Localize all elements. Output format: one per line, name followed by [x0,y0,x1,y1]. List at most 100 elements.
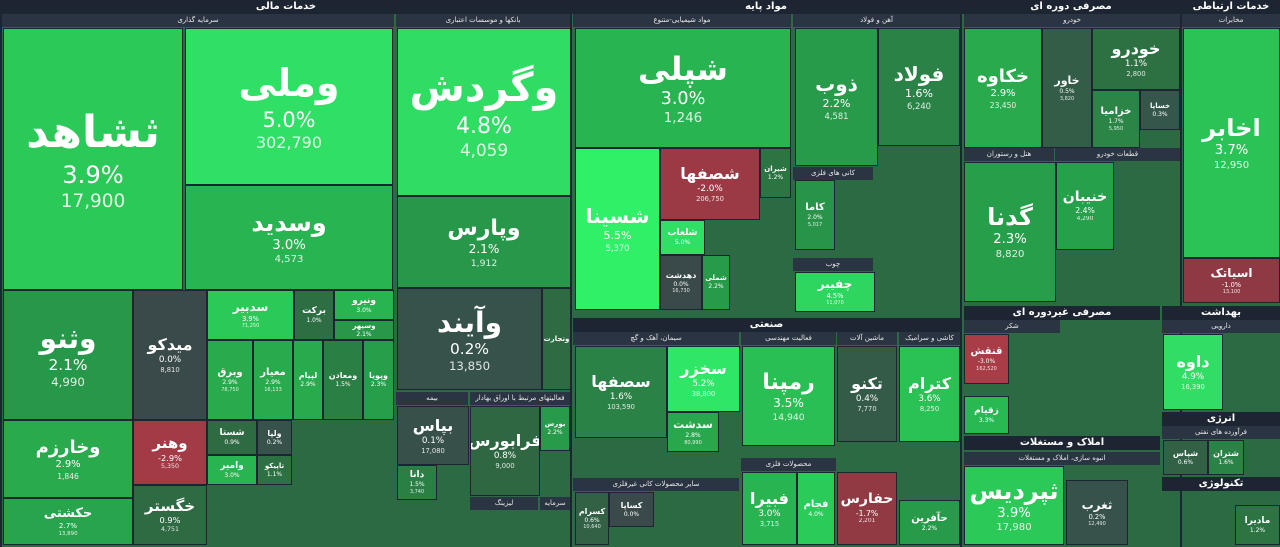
stock-tile: کترام 3.6% 8,250 [899,346,960,442]
stock-name: رمپنا [762,369,815,395]
stock-tile: خساپا 0.3% [1140,90,1180,130]
change-percent: 0.2% [266,438,283,446]
last-price: 302,790 [256,133,322,153]
change-percent: 5.5% [603,229,632,243]
change-percent: -2.0% [697,184,723,195]
last-price: 12,950 [1213,159,1250,171]
group-header: هتل و رستوران [964,148,1054,161]
change-percent: 2.9% [222,379,238,387]
stock-name: سدشت [673,418,713,432]
group-header: بیمه [396,392,468,405]
stock-name: حکشتی [43,505,93,521]
stock-tile: لپیام 2.9% [293,340,323,420]
stock-name: شسینا [585,204,650,229]
change-percent: 0.6% [1177,458,1194,466]
stock-tile: ثپردیس 3.9% 17,980 [964,466,1064,545]
stock-tile: شصفها -2.0% 206,750 [660,148,760,220]
last-price: 12,490 [1088,520,1106,527]
last-price: 16,390 [1181,383,1205,392]
last-price: 17,080 [421,446,445,455]
last-price: 7,770 [857,405,877,414]
last-price: 2,800 [1126,70,1146,79]
change-percent: 3.0% [224,471,240,479]
last-price: 6,240 [907,101,931,112]
stock-tile: شستا 0.9% [207,420,257,455]
change-percent: 2.9% [990,88,1016,100]
stock-tile: حآفرین 2.2% [899,500,960,545]
stock-name: زقیام [974,405,999,416]
stock-name: خکاوه [976,65,1029,87]
change-percent: 3.9% [997,505,1031,521]
stock-tile: سصفها 1.6% 103,590 [575,346,667,438]
stock-tile: شسینا 5.5% 5,370 [575,148,660,310]
change-percent: -3.0% [977,358,996,366]
stock-tile: فرابورس 0.8% 9,000 [470,406,540,496]
change-percent: 2.1% [468,242,500,257]
stock-tile: ذوب 2.2% 4,581 [795,28,878,166]
stock-tile: ثغرب 0.2% 12,490 [1066,480,1128,545]
last-price: 5,350 [160,463,180,471]
group-header: کاشی و سرامیک [899,332,960,345]
change-percent: 2.1% [48,355,88,374]
change-percent: 3.9% [242,315,259,324]
stock-name: خساپا [1149,101,1171,110]
stock-tile: وبرق 2.9% 78,750 [207,340,253,420]
change-percent: 1.5% [409,481,425,489]
stock-name: خگستر [144,496,196,515]
stock-name: وپارس [447,215,521,241]
stock-tile: سدشت 2.8% 80,990 [667,412,719,452]
change-percent: 1.2% [1249,526,1266,534]
stock-name: تکنو [851,374,883,394]
sector-header: صنعتی [573,318,960,332]
change-percent: 0.0% [673,280,689,288]
stock-name: وهنر [152,434,188,453]
group-header: دارویی [1162,320,1280,333]
sector-header: خدمات ارتباطی [1182,0,1280,14]
stock-tile: معیار 2.9% 16,133 [253,340,293,420]
stock-name: وسدید [251,208,327,237]
stock-name: حآفرین [911,512,948,524]
stock-name: شیران [764,164,787,173]
stock-tile: چفیبر 4.5% 11,070 [795,272,875,312]
stock-name: وگردش [409,64,559,111]
group-header: مواد شیمیایی-متنوع [573,14,791,27]
group-header: فعالیتهای مرتبط با اوراق بهادار [470,392,570,405]
change-percent: 1.1% [266,470,283,478]
stock-name: شصفها [680,164,740,184]
stock-tile: بورس 2.2% [540,406,570,451]
stock-tile: تکنو 0.4% 7,770 [837,346,897,442]
change-percent: 2.1% [356,330,372,338]
stock-name: وپویا [369,371,388,381]
change-percent: -1.7% [855,508,879,518]
stock-tile: ولپا 0.2% [257,420,292,455]
last-price: 1,912 [470,257,498,269]
sector-header: انرژی [1162,412,1280,426]
stock-tile: وپارس 2.1% 1,912 [397,196,571,288]
change-percent: 2.9% [55,459,81,471]
stock-name: داوه [1176,352,1210,372]
stock-tile: ثشاهد 3.9% 17,900 [3,28,183,290]
change-percent: 2.2% [822,97,851,111]
last-price: 13,850 [448,358,491,373]
change-percent: -1.0% [1221,280,1242,289]
stock-tile: فبیرا 3.0% 3,715 [742,472,797,545]
group-header: فعالیت مهندسی [741,332,836,345]
sector-header: مصرفی دوره ای [962,0,1180,14]
change-percent: 3.0% [356,306,372,314]
stock-name: کترام [908,374,951,394]
stock-tile: فجام 4.0% [797,472,835,545]
last-price: 13,890 [58,530,78,537]
stock-tile: ونیرو 3.0% [334,290,394,320]
group-header: مخابرات [1182,14,1280,27]
stock-tile: کاما 2.0% 5,017 [795,180,835,250]
stock-name: بورس [544,420,566,429]
stock-tile: اخابر 3.7% 12,950 [1183,28,1280,258]
stock-tile: زقیام 3.3% [964,396,1009,434]
stock-tile: تاپیکو 1.1% [257,455,292,485]
stock-tile: حکشتی 2.7% 13,890 [3,498,133,545]
sector-header: املاک و مستغلات [964,436,1160,450]
stock-name: فبیرا [750,488,789,508]
stock-name: قنقش [970,345,1003,357]
stock-tile: شلعاب 5.0% [660,220,705,255]
last-price: 38,800 [691,390,716,399]
